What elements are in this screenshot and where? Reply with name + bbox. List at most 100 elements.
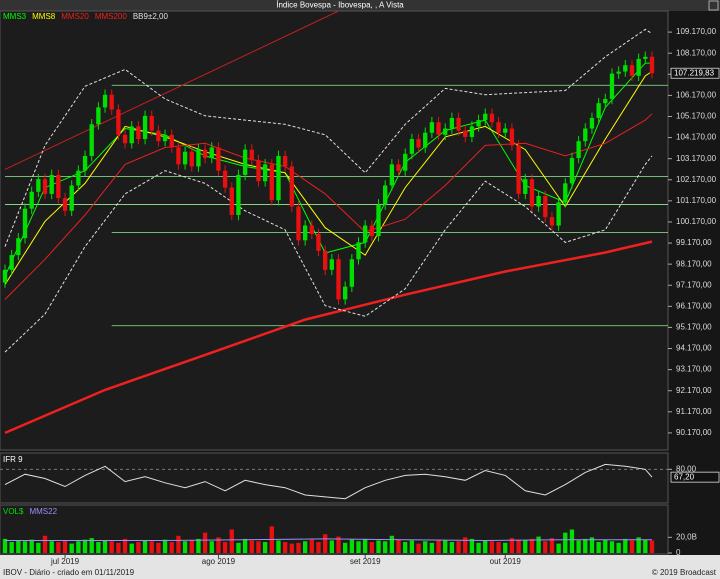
volume-bar	[16, 540, 21, 553]
x-tick-label: out 2019	[490, 557, 522, 566]
candle-body	[116, 109, 121, 135]
candle-body	[603, 98, 608, 104]
y-tick-label: 105.170,00	[676, 112, 717, 121]
candle-body	[156, 130, 161, 142]
volume-bar	[623, 538, 628, 553]
candle-body	[549, 217, 555, 226]
volume-bar	[302, 541, 308, 553]
candle-body	[523, 179, 528, 194]
volume-bar	[549, 538, 555, 553]
volume-bar	[36, 542, 41, 553]
candle-body	[142, 115, 148, 140]
window-icon[interactable]	[708, 0, 719, 11]
candle-body	[9, 255, 14, 270]
y-tick-label: 80,00	[676, 464, 697, 473]
volume-bar	[69, 543, 74, 553]
candle-body	[162, 134, 168, 142]
volume-bar	[216, 537, 221, 553]
volume-bar	[483, 540, 488, 553]
footer-left: IBOV - Diário - criado em 01/11/2019	[3, 568, 135, 577]
candle-body	[222, 170, 228, 188]
candle-body	[509, 128, 515, 146]
volume-bar	[262, 542, 268, 553]
volume-bar	[329, 540, 334, 553]
volume-bar	[523, 540, 528, 553]
volume-bar	[202, 532, 208, 553]
candle-body	[336, 259, 341, 300]
candle-body	[309, 225, 314, 234]
footer-bar	[0, 555, 720, 579]
y-tick-label: 108.170,00	[676, 48, 717, 57]
volume-bar	[96, 542, 101, 553]
last-value-box	[670, 471, 720, 483]
volume-bar	[56, 542, 61, 553]
volume-bar	[456, 541, 461, 553]
candle-body	[423, 132, 428, 148]
volume-bar	[469, 538, 475, 553]
y-tick-label: 106.170,00	[676, 90, 717, 99]
candle-body	[62, 198, 68, 211]
y-tick-label: 103.170,00	[676, 154, 717, 163]
volume-bar	[2, 538, 8, 553]
volume-bar	[249, 540, 254, 553]
volume-bar	[636, 537, 641, 553]
candle-body	[583, 128, 588, 142]
legend-entry: MMS8	[32, 12, 56, 21]
last-value-label: 107.219,83	[674, 68, 715, 77]
volume-bar	[222, 542, 228, 553]
volume-bar	[429, 542, 435, 553]
candle-body	[209, 147, 214, 159]
candle-body	[496, 122, 501, 133]
volume-bar	[443, 540, 448, 553]
candle-body	[82, 155, 88, 171]
candle-body	[463, 130, 468, 137]
volume-bar	[176, 535, 181, 553]
candle-body	[109, 94, 114, 110]
candle-body	[449, 117, 455, 129]
last-value-box	[670, 67, 720, 79]
volume-bar	[162, 539, 168, 553]
volume-bar	[76, 541, 81, 553]
volume-bar	[409, 540, 415, 553]
candle-body	[69, 185, 74, 211]
candle-body	[202, 149, 208, 159]
y-tick-label: 97.170,00	[676, 280, 712, 289]
candle-body	[89, 124, 94, 156]
volume-bar	[583, 538, 588, 553]
candle-body	[563, 183, 568, 203]
y-tick-label: 94.170,00	[676, 344, 712, 353]
candle-body	[329, 259, 334, 270]
candle-body	[569, 158, 575, 184]
price-panel	[0, 10, 669, 451]
candle-body	[36, 179, 41, 192]
legend-entry: IFR 9	[3, 455, 23, 464]
candle-body	[242, 149, 248, 175]
volume-bar	[563, 532, 568, 553]
footer-right: © 2019 Broadcast	[652, 568, 717, 577]
y-tick-label: 95.170,00	[676, 323, 712, 332]
volume-bar	[416, 543, 421, 553]
volume-bar	[476, 542, 481, 553]
candle-body	[576, 141, 581, 159]
y-tick-label: 93.170,00	[676, 365, 712, 374]
candle-body	[256, 160, 261, 182]
volume-bar	[322, 534, 328, 553]
y-tick-label: 109.170,00	[676, 27, 717, 36]
x-tick-label: jul 2019	[50, 557, 80, 566]
volume-bar	[556, 543, 561, 553]
volume-bar	[289, 543, 294, 553]
bollinger-lower	[4, 155, 653, 353]
y-tick-label: 96.170,00	[676, 301, 712, 310]
candle-body	[596, 103, 601, 118]
candle-body	[643, 56, 648, 59]
candle-body	[176, 147, 181, 165]
volume-bar	[609, 541, 615, 553]
volume-bar	[42, 535, 48, 553]
candle-body	[349, 259, 355, 287]
candle-body	[363, 225, 368, 243]
volume-bar	[156, 542, 161, 553]
candle-body	[122, 134, 128, 144]
candle-body	[102, 94, 108, 108]
